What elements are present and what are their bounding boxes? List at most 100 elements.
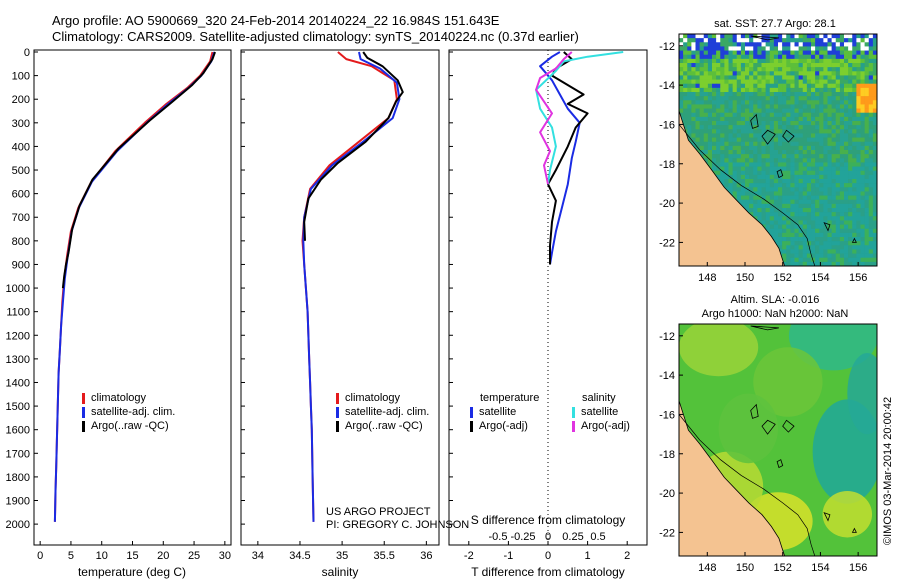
sst-cell bbox=[868, 158, 874, 163]
sst-cell bbox=[683, 83, 688, 89]
sst-cell bbox=[839, 145, 845, 151]
sst-cell bbox=[728, 121, 733, 126]
sst-cell bbox=[703, 158, 709, 163]
sst-cell bbox=[835, 79, 841, 85]
sst-cell bbox=[683, 71, 688, 76]
sst-cell bbox=[703, 129, 709, 134]
sst-cell bbox=[703, 121, 709, 126]
y-tick-label: 800 bbox=[12, 236, 30, 248]
sst-cell bbox=[786, 67, 791, 72]
sst-cell bbox=[839, 108, 845, 114]
sst-cell bbox=[811, 203, 816, 209]
y-tick-label: 1700 bbox=[6, 448, 30, 460]
sst-cell bbox=[740, 125, 746, 130]
sst-cell bbox=[778, 92, 783, 97]
sst-cell bbox=[815, 183, 820, 188]
sst-cell bbox=[757, 208, 762, 213]
sst-cell bbox=[683, 112, 688, 118]
sst-cell bbox=[749, 179, 754, 184]
sst-cell bbox=[732, 54, 738, 60]
sst-cell bbox=[712, 92, 717, 97]
sst-cell bbox=[839, 129, 845, 134]
legend-label: satellite-adj. clim. bbox=[345, 406, 430, 418]
sst-cell bbox=[745, 183, 750, 188]
map-y-tick-label: -22 bbox=[659, 527, 675, 539]
sst-cell bbox=[782, 67, 787, 72]
sst-cell bbox=[839, 125, 845, 130]
legend-swatch bbox=[82, 420, 85, 432]
sst-cell bbox=[798, 261, 804, 266]
sst-cell bbox=[707, 46, 713, 51]
sst-cell bbox=[815, 228, 820, 234]
sst-cell bbox=[679, 71, 684, 76]
sst-cell bbox=[778, 104, 783, 109]
sst-cell bbox=[811, 141, 816, 147]
sst-cell bbox=[753, 145, 758, 151]
sst-cell bbox=[868, 133, 874, 138]
sst-cell bbox=[765, 38, 771, 43]
sst-cell bbox=[848, 150, 853, 155]
sst-cell bbox=[819, 245, 824, 250]
sst-cell bbox=[827, 154, 832, 159]
sst-cell bbox=[819, 257, 824, 263]
sst-cell bbox=[844, 50, 849, 56]
sst-cell bbox=[761, 195, 766, 201]
sst-cell bbox=[712, 83, 717, 89]
sst-cell bbox=[835, 96, 841, 101]
series-line-argo-raw-qc- bbox=[61, 51, 216, 289]
sst-cell bbox=[782, 179, 787, 184]
sst-cell bbox=[848, 46, 853, 51]
sst-cell bbox=[745, 154, 750, 159]
sst-cell bbox=[831, 38, 837, 43]
sst-cell bbox=[769, 208, 775, 213]
sst-cell bbox=[811, 108, 816, 114]
sst-cell bbox=[839, 158, 845, 163]
sst-cell bbox=[745, 129, 750, 134]
sst-cell bbox=[736, 116, 742, 122]
sst-cell bbox=[707, 92, 713, 97]
sst-cell bbox=[848, 158, 853, 163]
sst-cell bbox=[844, 116, 849, 122]
sst-cell bbox=[773, 96, 779, 101]
sst-cell bbox=[794, 96, 799, 101]
sst-cell bbox=[811, 133, 816, 138]
sst-cell bbox=[794, 237, 799, 242]
sst-cell bbox=[864, 224, 870, 230]
credits-pi: PI: GREGORY C. JOHNSON bbox=[326, 519, 470, 531]
sst-cell bbox=[786, 79, 791, 85]
sst-cell bbox=[839, 133, 845, 138]
sst-cell bbox=[848, 38, 853, 43]
sst-cell bbox=[856, 208, 861, 213]
sst-cell bbox=[806, 249, 812, 254]
sst-cell bbox=[856, 253, 861, 259]
sst-cell bbox=[699, 116, 705, 122]
sst-cell bbox=[790, 87, 795, 93]
sst-cell bbox=[806, 253, 812, 259]
y-tick-label: 500 bbox=[12, 165, 30, 177]
sst-cell bbox=[712, 42, 717, 47]
sst-cell bbox=[794, 129, 799, 134]
map-y-tick-label: -14 bbox=[659, 80, 675, 92]
sst-cell bbox=[844, 241, 849, 246]
sst-cell bbox=[856, 166, 861, 172]
sst-cell bbox=[835, 220, 841, 225]
sst-cell bbox=[786, 245, 791, 250]
sst-cell bbox=[868, 71, 874, 76]
sst-cell bbox=[786, 133, 791, 138]
sst-cell bbox=[827, 245, 832, 250]
sst-cell bbox=[806, 58, 812, 64]
sst-cell bbox=[839, 46, 845, 51]
sst-cell bbox=[798, 187, 804, 192]
map-y-tick-label: -18 bbox=[659, 159, 675, 171]
sst-cell bbox=[786, 257, 791, 263]
sst-cell bbox=[712, 121, 717, 126]
sst-cell bbox=[831, 104, 837, 109]
sst-cell bbox=[802, 92, 808, 97]
sst-cell bbox=[844, 237, 849, 242]
sst-cell bbox=[811, 179, 816, 184]
sst-cell bbox=[794, 162, 799, 167]
sst-cell bbox=[736, 34, 742, 39]
sst-cell bbox=[815, 100, 820, 105]
sst-cell bbox=[864, 245, 870, 250]
sst-cell bbox=[839, 116, 845, 122]
